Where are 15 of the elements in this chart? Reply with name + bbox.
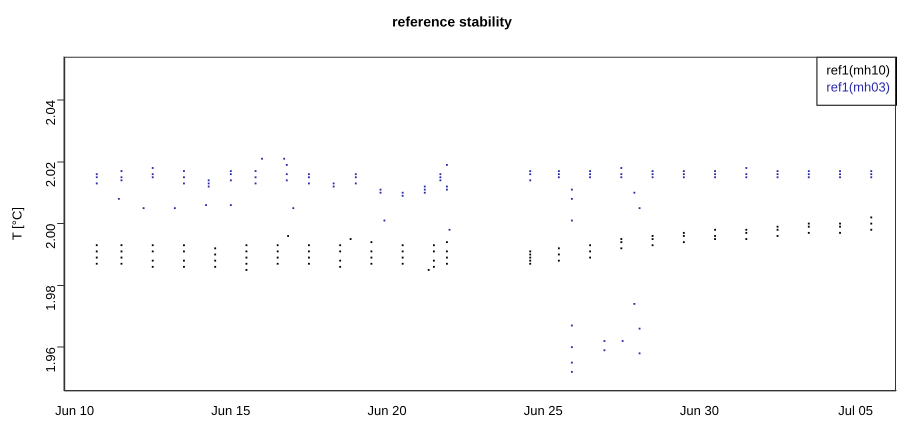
x-tick-label: Jun 30: [680, 402, 719, 418]
y-tick-label: 2.02: [42, 162, 58, 188]
y-tick-label: 2.00: [42, 224, 58, 249]
chart-title: reference stability: [392, 13, 512, 30]
y-tick-label: 1.96: [42, 347, 58, 372]
x-tick-label: Jun 15: [211, 402, 250, 418]
y-axis-title: T [°C]: [9, 207, 24, 240]
x-tick-label: Jun 10: [55, 402, 94, 418]
text: ref1(mh03): [826, 79, 890, 94]
x-tick-label: Jun 25: [524, 402, 563, 418]
y-tick-label: 1.98: [42, 285, 58, 311]
y-tick-label: 2.04: [42, 100, 58, 126]
x-tick-label: Jun 20: [368, 402, 407, 418]
text: ref1(mh10): [826, 62, 890, 78]
x-tick-label: Jul 05: [838, 402, 873, 418]
